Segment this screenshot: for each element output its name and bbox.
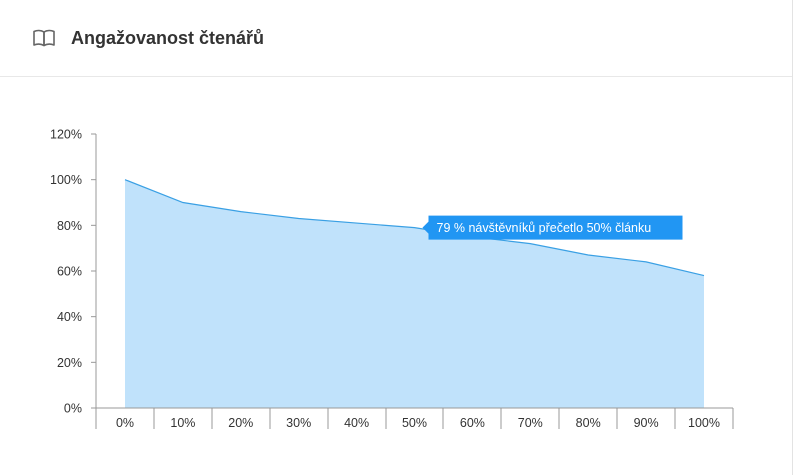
data-point [413, 226, 416, 229]
y-tick-label: 100% [50, 173, 82, 187]
tooltip-box [428, 215, 683, 240]
data-point [297, 217, 300, 220]
x-tick-label: 70% [518, 416, 543, 430]
card-title: Angažovanost čtenářů [71, 27, 265, 48]
data-point [239, 210, 242, 213]
area-fill [125, 179, 704, 408]
book-icon [33, 29, 55, 47]
tooltip-text: 79 % návštěvníků přečetlo 50% článku [437, 221, 652, 235]
data-point [587, 254, 590, 257]
y-tick-label: 120% [50, 128, 82, 142]
y-tick-label: 20% [57, 356, 82, 370]
card-header: Angažovanost čtenářů [0, 0, 792, 77]
x-tick-label: 0% [116, 416, 134, 430]
data-point [124, 178, 127, 181]
data-point [703, 274, 706, 277]
x-tick-label: 90% [634, 416, 659, 430]
tooltip-pointer [422, 221, 429, 234]
y-tick-label: 80% [57, 219, 82, 233]
data-point [529, 242, 532, 245]
y-tick-label: 40% [57, 310, 82, 324]
y-tick-label: 60% [57, 265, 82, 279]
x-tick-label: 20% [228, 416, 253, 430]
x-tick-label: 100% [688, 416, 720, 430]
data-point [181, 201, 184, 204]
x-tick-label: 10% [170, 416, 195, 430]
x-tick-label: 80% [576, 416, 601, 430]
engagement-area-chart: 0% 20% 40% 60% 80% 100% 120% 0% 10% 20% 30% 40% 50% 6… [50, 128, 734, 430]
x-tick-label: 30% [286, 416, 311, 430]
y-tick-label: 0% [64, 402, 82, 416]
x-tick-label: 50% [402, 416, 427, 430]
x-tick-label: 60% [460, 416, 485, 430]
x-tick-label: 40% [344, 416, 369, 430]
data-point [355, 222, 358, 225]
area-line [124, 179, 705, 277]
data-point [645, 260, 648, 263]
